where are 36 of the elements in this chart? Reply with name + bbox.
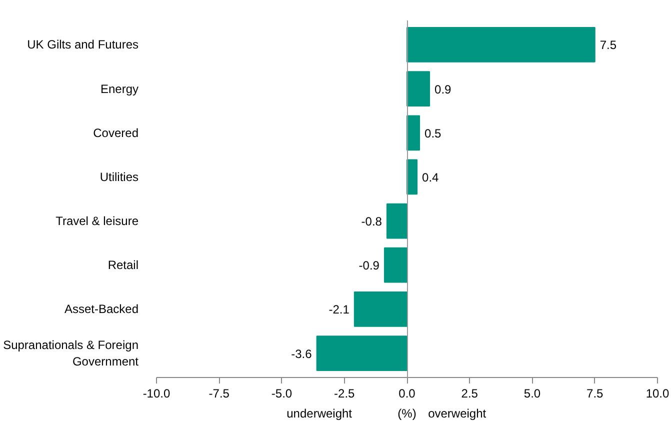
bar xyxy=(406,159,418,195)
x-tick-label: 2.5 xyxy=(461,386,478,400)
y-tick-label: Supranationals & Foreign Government xyxy=(3,338,140,369)
data-label: 0.9 xyxy=(434,82,452,96)
x-axis-title: (%) xyxy=(398,406,416,420)
y-tick-label: Covered xyxy=(93,126,138,140)
bar xyxy=(354,291,408,327)
y-tick-label: Asset-Backed xyxy=(64,302,139,316)
data-label: -2.1 xyxy=(328,302,350,317)
bar xyxy=(384,247,408,283)
data-label: -0.8 xyxy=(361,214,382,229)
text: overweight xyxy=(428,406,487,420)
data-label: -0.9 xyxy=(358,258,380,273)
x-tick-label: 5.0 xyxy=(524,386,541,400)
y-tick-label: UK Gilts and Futures xyxy=(27,38,138,52)
text: underweight xyxy=(286,406,353,420)
data-label: 0.4 xyxy=(422,170,440,184)
data-label: 7.5 xyxy=(600,38,617,52)
x-tick-label: -5.0 xyxy=(271,386,292,400)
x-tick-label: -7.5 xyxy=(208,386,230,400)
x-tick-label: -10.0 xyxy=(142,386,170,400)
y-tick-label: Energy xyxy=(100,82,139,96)
y-tick-label: Retail xyxy=(108,258,139,272)
y-tick-label: Utilities xyxy=(100,170,138,184)
x-tick-label: 7.5 xyxy=(586,386,604,400)
data-label: 0.5 xyxy=(424,126,442,140)
x-tick-label: 0.0 xyxy=(398,386,416,400)
bar xyxy=(406,115,420,151)
bar xyxy=(386,203,408,239)
y-tick-label: Travel & leisure xyxy=(56,214,139,228)
x-tick-label: 10.0 xyxy=(646,386,670,400)
x-tick-label: -2.5 xyxy=(334,386,356,400)
bar xyxy=(406,71,430,107)
bar xyxy=(406,27,596,62)
bar xyxy=(316,336,408,371)
data-label: -3.6 xyxy=(291,346,312,361)
